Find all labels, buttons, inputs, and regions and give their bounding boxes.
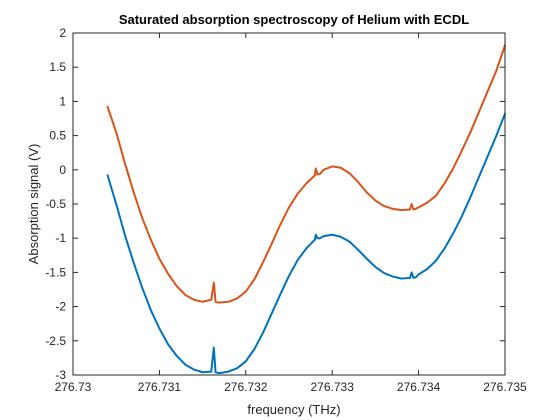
- y-tick-label: -2.5: [45, 334, 66, 348]
- y-tick-label: 0.5: [49, 129, 66, 143]
- y-tick-label: 0: [59, 163, 66, 177]
- y-tick-label: -1.5: [45, 265, 66, 279]
- series-line-2: [106, 112, 506, 374]
- y-tick-label: -1: [55, 231, 66, 245]
- y-tick-label: -2: [55, 300, 66, 314]
- x-axis: 276.73 276.731 276.732 276.733 276.734 276.73…: [55, 33, 527, 394]
- x-tick-label: 276.732: [224, 380, 268, 394]
- x-tick-label: 276.735: [483, 380, 527, 394]
- x-tick-label: 276.731: [138, 380, 182, 394]
- y-tick-label: 1: [59, 94, 66, 108]
- x-tick-label: 276.734: [397, 380, 441, 394]
- y-tick-label: -0.5: [45, 197, 66, 211]
- y-tick-label: -3: [55, 368, 66, 382]
- y-axis-label: Absorption signal (V): [26, 144, 41, 265]
- y-tick-label: 1.5: [49, 60, 66, 74]
- x-tick-label: 276.73: [55, 380, 92, 394]
- plot-area: [72, 32, 506, 376]
- series-line-1: [106, 44, 506, 304]
- x-axis-label: frequency (THz): [247, 402, 340, 417]
- y-axis: -3 -2.5 -2 -1.5 -1 -0.5 0 0.5 1 1.5 2: [45, 26, 505, 382]
- y-tick-label: 2: [59, 26, 66, 40]
- chart-title: Saturated absorption spectroscopy of Hel…: [119, 12, 469, 27]
- x-tick-label: 276.733: [311, 380, 355, 394]
